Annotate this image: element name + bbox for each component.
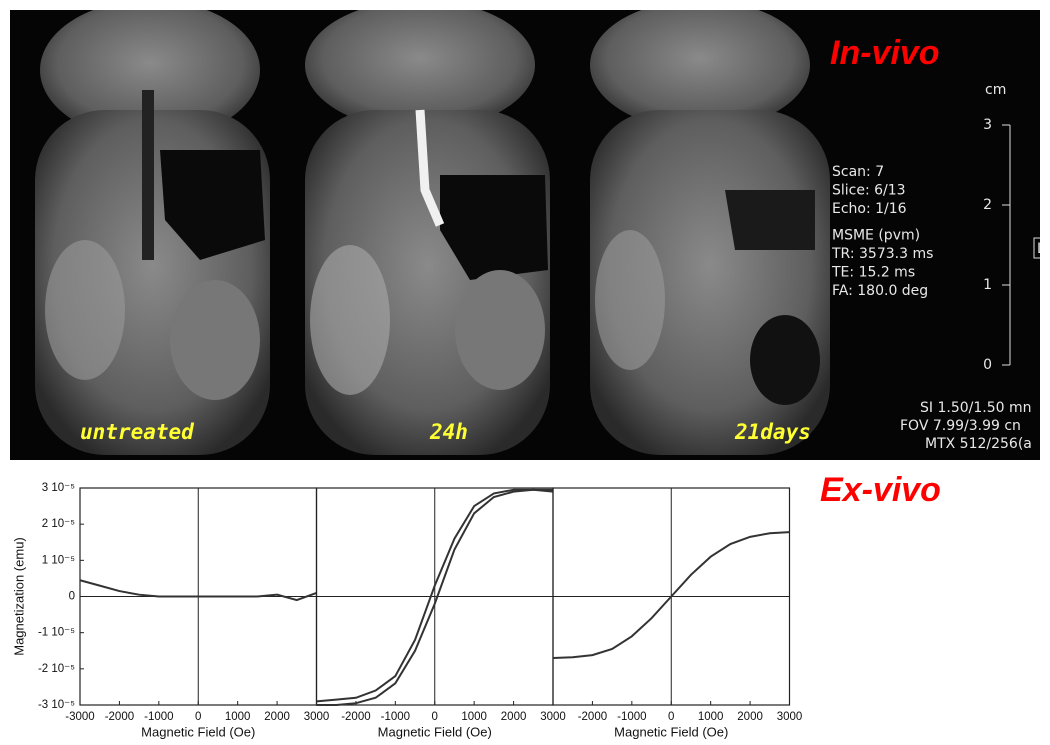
y-tick-label: -2 10⁻⁵ [38, 663, 75, 675]
magnetization-curve [316, 488, 554, 706]
scan-footer-line: MTX 512/256(a [925, 436, 1032, 452]
x-tick-label: -2000 [341, 711, 370, 723]
y-tick-label: 2 10⁻⁵ [42, 518, 75, 530]
scale-tick-label: 3 [983, 117, 992, 133]
y-tick-label: -1 10⁻⁵ [38, 627, 75, 639]
scale: 3 2 1 0 [983, 117, 1010, 373]
scale-tick-label: 2 [983, 197, 992, 213]
x-tick-label: -2000 [105, 711, 134, 723]
x-tick-label: 3000 [540, 711, 566, 723]
y-tick-label: 0 [69, 591, 75, 603]
scan-info-line: Slice: 6/13 [832, 183, 906, 199]
time-label: 24h [429, 420, 468, 444]
orientation: L [1037, 241, 1045, 257]
y-tick-label: 3 10⁻⁵ [42, 482, 75, 494]
scan-info-line: TE: 15.2 ms [831, 265, 915, 281]
in-vivo-title: In-vivo [830, 34, 940, 72]
y-tick-label: -3 10⁻⁵ [38, 699, 75, 711]
time-label: untreated [80, 420, 195, 444]
x-tick-label: 2000 [501, 711, 527, 723]
mouse-21days [590, 10, 830, 455]
mouse-24h [305, 10, 550, 455]
x-tick-label: 1000 [698, 711, 724, 723]
x-tick-label: 2000 [737, 711, 763, 723]
ex-vivo-title: Ex-vivo [820, 471, 941, 509]
scan-info-line: TR: 3573.3 ms [831, 246, 933, 262]
x-tick-label: 0 [195, 711, 201, 723]
x-tick-label: 0 [668, 711, 674, 723]
x-tick-label: 3000 [777, 711, 803, 723]
magnetization-curve [552, 531, 790, 659]
scan-footer-line: FOV 7.99/3.99 cn [900, 418, 1021, 434]
x-axis-title: Magnetic Field (Oe) [141, 724, 255, 739]
mri-panel: In-vivo cm 3 2 1 0 Scan: 7 Slice: 6/13 Echo: … [10, 10, 1045, 460]
x-tick-label: -1000 [617, 711, 646, 723]
x-tick-label: 0 [432, 711, 438, 723]
orientation-box [1033, 237, 1040, 259]
scan-info-line: MSME (pvm) [832, 228, 920, 244]
scan-footer-line: SI 1.50/1.50 mn [920, 400, 1032, 416]
x-tick-label: -3000 [65, 711, 94, 723]
x-axis-title: Magnetic Field (Oe) [378, 724, 492, 739]
x-tick-label: -1000 [381, 711, 410, 723]
scan-info-line: FA: 180.0 deg [832, 283, 928, 299]
scan-info-line: Echo: 1/16 [832, 201, 907, 217]
magnetization-curve [316, 488, 553, 703]
x-tick-label: 3000 [304, 711, 330, 723]
scale-tick-label: 1 [983, 277, 992, 293]
scan-info-line: Scan: 7 [832, 164, 884, 180]
scan-info: Scan: 7 Slice: 6/13 Echo: 1/16 MSME (pvm) TR… [831, 164, 933, 299]
y-axis-title: Magnetization (emu) [11, 537, 26, 656]
x-axis-title: Magnetic Field (Oe) [614, 724, 728, 739]
x-tick-label: 1000 [461, 711, 487, 723]
mouse-untreated [35, 10, 270, 455]
scale-unit: cm [985, 82, 1006, 98]
time-labels: untreated 24h 21days [80, 420, 811, 444]
x-tick-label: 1000 [225, 711, 251, 723]
magnetization-curve [79, 579, 317, 602]
x-tick-label: 2000 [264, 711, 290, 723]
scale-tick-label: 0 [983, 357, 992, 373]
x-tick-label: -1000 [144, 711, 173, 723]
time-label: 21days [734, 420, 811, 444]
x-tick-label: -2000 [578, 711, 607, 723]
scan-footer: SI 1.50/1.50 mn FOV 7.99/3.99 cn MTX 512/2… [900, 400, 1032, 452]
plots: -3000 -2000 -1000 0 1000 2000 3000 -3 10⁻⁵ -2 10… [11, 482, 802, 739]
y-tick-label: 1 10⁻⁵ [42, 554, 75, 566]
